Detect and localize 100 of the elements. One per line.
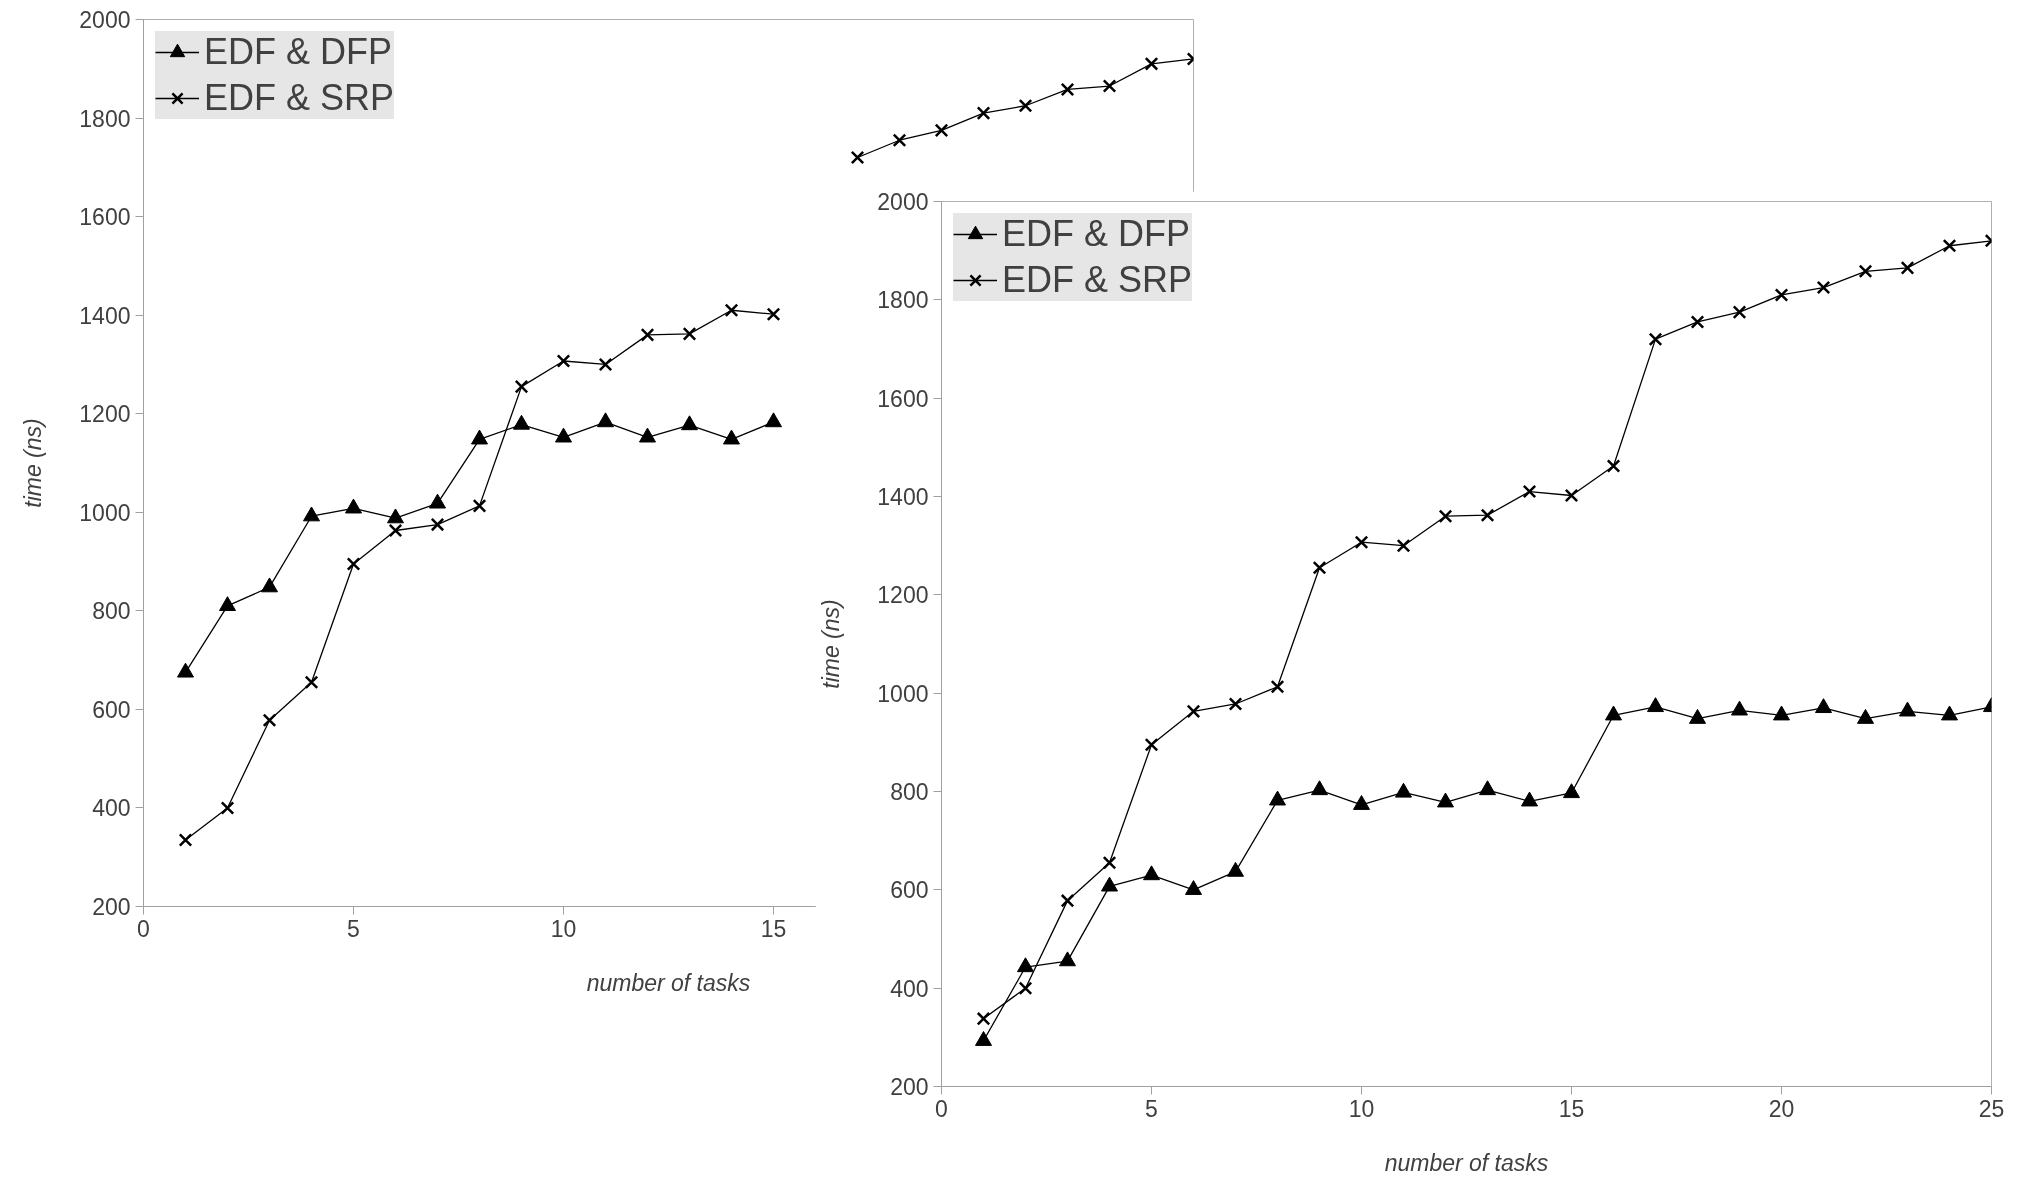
point xyxy=(1438,509,1453,524)
x-tick-label: 5 xyxy=(1145,1095,1158,1122)
point xyxy=(1563,783,1580,799)
y-tick-label: 1400 xyxy=(79,302,131,329)
point xyxy=(1102,79,1117,93)
legend-label: EDF & SRP xyxy=(1002,259,1193,301)
point xyxy=(1395,782,1412,798)
point xyxy=(220,801,235,815)
legend-label: EDF & SRP xyxy=(204,77,395,119)
y-tick-label: 1600 xyxy=(877,385,929,412)
point xyxy=(1605,705,1622,721)
point xyxy=(1143,865,1160,881)
y-tick-label: 200 xyxy=(92,894,131,920)
point xyxy=(346,557,361,571)
y-tick-label: 2000 xyxy=(79,7,131,33)
point xyxy=(1690,315,1705,329)
point xyxy=(976,106,991,121)
x-tick-label: 10 xyxy=(1348,1095,1375,1122)
point xyxy=(1816,280,1831,295)
point xyxy=(556,354,571,368)
point xyxy=(1144,737,1159,752)
point xyxy=(555,427,572,443)
x-tick-label: 15 xyxy=(1558,1095,1585,1122)
point xyxy=(682,326,697,341)
point xyxy=(1185,880,1202,895)
point xyxy=(1774,288,1789,302)
point xyxy=(723,429,740,445)
point xyxy=(1857,709,1874,724)
point xyxy=(975,1031,992,1046)
point xyxy=(1060,82,1075,97)
point xyxy=(681,415,698,431)
y-tick-label: 1000 xyxy=(79,499,131,526)
y-tick-label: 2000 xyxy=(877,189,929,215)
y-tick-label: 600 xyxy=(92,696,131,723)
point xyxy=(1059,951,1076,967)
x-axis-title: number of tasks xyxy=(586,969,751,996)
point xyxy=(1269,790,1286,806)
point xyxy=(1606,459,1621,473)
point xyxy=(1480,508,1495,523)
point xyxy=(639,427,656,443)
point xyxy=(1227,861,1244,877)
point xyxy=(1228,697,1243,711)
point xyxy=(1647,697,1664,713)
point xyxy=(430,517,445,532)
point xyxy=(1941,705,1958,721)
point xyxy=(1815,698,1832,714)
point xyxy=(1102,855,1117,870)
point xyxy=(1396,538,1411,553)
y-axis-title: time (ns) xyxy=(20,418,47,508)
point xyxy=(1899,701,1916,717)
point xyxy=(1312,560,1327,575)
point xyxy=(472,498,487,513)
point xyxy=(1858,264,1873,279)
point xyxy=(177,662,194,678)
point xyxy=(1186,704,1201,719)
point xyxy=(262,713,277,728)
y-tick-label: 600 xyxy=(890,877,929,904)
y-tick-label: 1200 xyxy=(79,401,131,428)
legend-label: EDF & DFP xyxy=(204,31,393,73)
point xyxy=(387,508,404,524)
y-axis-title: time (ns) xyxy=(818,599,845,689)
point xyxy=(219,596,236,612)
point xyxy=(1270,679,1285,694)
point xyxy=(1479,780,1496,796)
y-tick-label: 1800 xyxy=(79,105,131,132)
y-tick-label: 1400 xyxy=(877,484,929,510)
point xyxy=(766,307,781,322)
point xyxy=(1144,56,1159,71)
point xyxy=(1017,957,1034,973)
point xyxy=(303,506,320,522)
y-tick-label: 400 xyxy=(890,975,929,1002)
point xyxy=(471,429,488,445)
point xyxy=(1773,705,1790,721)
x-tick-label: 0 xyxy=(137,915,150,942)
point xyxy=(178,833,193,847)
point xyxy=(1900,260,1915,275)
point xyxy=(1731,700,1748,716)
point xyxy=(1522,484,1537,499)
y-tick-label: 1800 xyxy=(877,287,929,314)
point xyxy=(261,577,278,593)
point xyxy=(1018,98,1033,113)
point xyxy=(598,357,613,372)
point xyxy=(1564,488,1579,503)
point xyxy=(1353,795,1370,810)
y-tick-label: 1600 xyxy=(79,204,131,231)
legend-label: EDF & DFP xyxy=(1002,213,1191,255)
y-tick-label: 200 xyxy=(890,1074,929,1100)
point xyxy=(724,303,739,318)
point xyxy=(1437,792,1454,808)
x-tick-label: 0 xyxy=(935,1095,948,1122)
y-tick-label: 800 xyxy=(92,598,131,625)
y-tick-label: 800 xyxy=(890,779,929,805)
x-tick-label: 15 xyxy=(760,915,787,942)
x-tick-label: 20 xyxy=(1768,1095,1795,1122)
point xyxy=(514,379,529,394)
point xyxy=(934,123,949,138)
point xyxy=(304,675,319,690)
x-tick-label: 25 xyxy=(1978,1095,2005,1122)
point xyxy=(388,523,403,538)
point xyxy=(640,327,655,342)
